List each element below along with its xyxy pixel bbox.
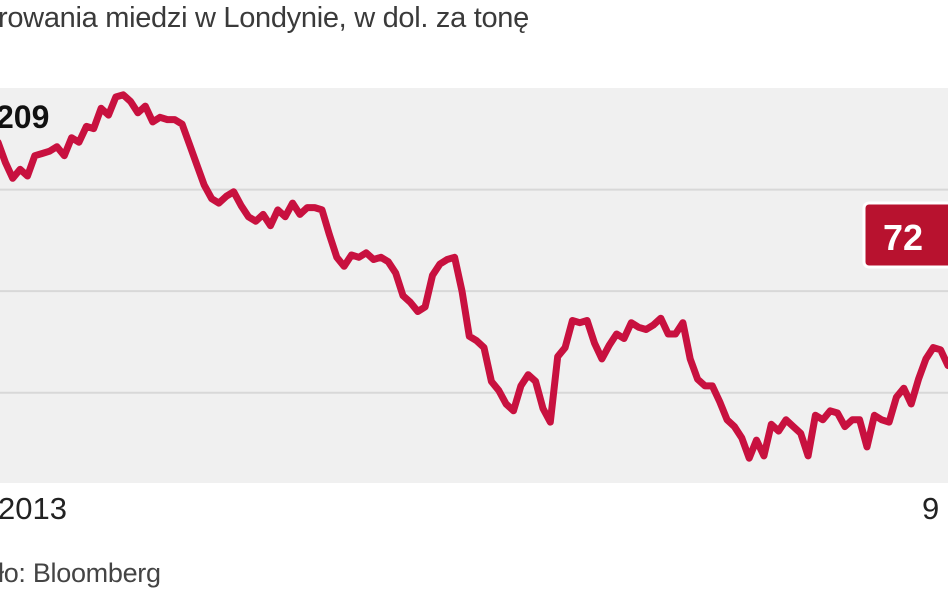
source-note: ło: Bloomberg — [0, 558, 161, 588]
x-tick-label-start: 2013 — [0, 491, 67, 526]
gridlines — [0, 188, 948, 394]
series-line-copper-price — [0, 91, 948, 462]
x-tick-label-end: 9 — [922, 491, 939, 526]
start-value-label: 209 — [0, 99, 49, 135]
end-value-badge: 72 — [862, 201, 948, 269]
end-value-label: 72 — [883, 217, 923, 258]
chart-subtitle: rowania miedzi w Londynie, w dol. za ton… — [0, 2, 529, 34]
end-value-badge-box — [862, 201, 948, 269]
plot-background — [0, 88, 948, 483]
